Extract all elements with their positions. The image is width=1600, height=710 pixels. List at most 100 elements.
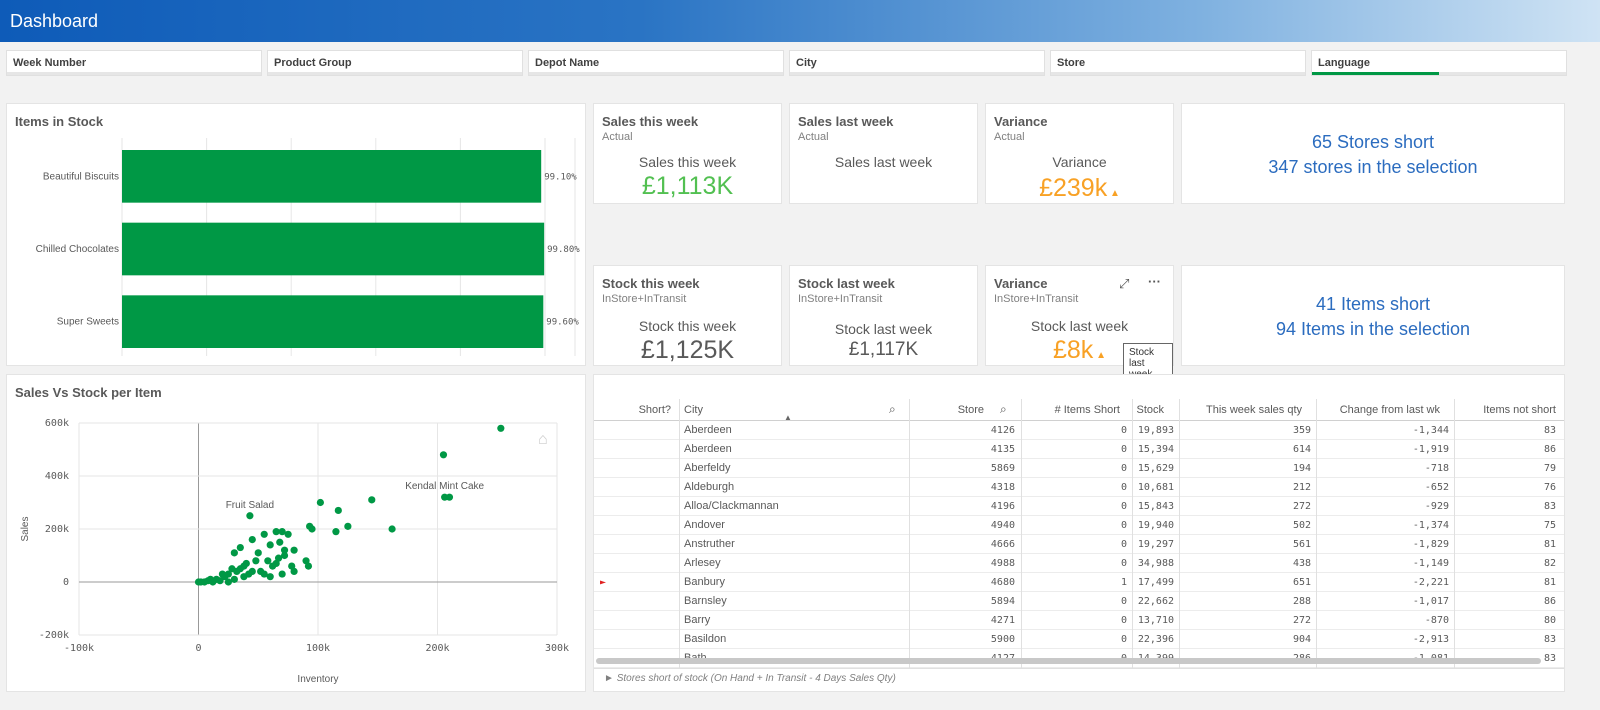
items-in-stock-chart[interactable]: Beautiful Biscuits 99.10% Chilled Chocolat… (7, 104, 585, 365)
col-items-short[interactable]: # Items Short (1054, 404, 1120, 416)
scatter-point[interactable] (284, 530, 292, 538)
scatter-point[interactable] (280, 551, 289, 560)
filter-depot-name[interactable]: Depot Name (528, 50, 784, 76)
filter-product-group[interactable]: Product Group (267, 50, 523, 76)
table-row[interactable]: Anstruther 4666 0 19,297 561 -1,829 81 (594, 535, 1564, 554)
table-row[interactable]: Andover 4940 0 19,940 502 -1,374 75 (594, 516, 1564, 535)
col-short[interactable]: Short? (638, 404, 671, 416)
table-row[interactable]: Alloa/Clackmannan 4196 0 15,843 272 -929 83 (594, 497, 1564, 516)
scatter-point[interactable] (278, 570, 286, 578)
scatter-point[interactable] (248, 536, 256, 544)
table-row[interactable]: Basildon 5900 0 22,396 904 -2,913 83 (594, 630, 1564, 649)
scatter-point[interactable] (316, 498, 324, 507)
col-city[interactable]: City (684, 404, 703, 416)
scatter-point[interactable] (276, 538, 284, 546)
scatter-point[interactable] (236, 543, 244, 552)
kpi-value: £239k ▲ (986, 174, 1173, 203)
scatter-point[interactable] (228, 565, 236, 573)
table-row[interactable]: ► Banbury 4680 1 17,499 651 -2,221 81 (594, 573, 1564, 592)
scatter-point[interactable] (260, 570, 268, 578)
search-icon[interactable]: ⌕ (889, 402, 896, 416)
scatter-point[interactable] (260, 530, 268, 538)
kpi-sales-last-week[interactable]: Sales last week Actual Sales last week (789, 103, 978, 204)
scatter-point[interactable] (254, 549, 262, 557)
bar[interactable] (122, 150, 542, 203)
cell-store: 4680 (990, 577, 1015, 588)
expand-icon[interactable]: ⤢ (1119, 276, 1130, 291)
scatter-point[interactable] (230, 575, 238, 583)
stores-short-panel[interactable]: 65 Stores short 347 stores in the select… (1181, 103, 1565, 204)
scatter-point[interactable] (304, 562, 313, 570)
scatter-point[interactable] (439, 451, 448, 459)
kpi-value-text: £8k (1053, 336, 1094, 364)
filter-store[interactable]: Store (1050, 50, 1306, 76)
kpi-variance-stock[interactable]: Variance InStore+InTransit ⤢ ··· Stock l… (985, 265, 1174, 384)
table-row[interactable]: Aldeburgh 4318 0 10,681 212 -652 76 (594, 478, 1564, 497)
scatter-point[interactable] (268, 562, 277, 570)
stores-table-panel[interactable]: Short? City ▲ ⌕ Store ⌕ # Items Short St… (593, 374, 1565, 692)
cell-sales-qty: 288 (1292, 596, 1311, 607)
cell-sales-qty: 614 (1292, 444, 1311, 455)
col-items-not-short[interactable]: Items not short (1483, 404, 1556, 416)
col-store[interactable]: Store (957, 404, 984, 416)
scatter-point[interactable] (246, 512, 254, 520)
table-row[interactable]: Aberfeldy 5869 0 15,629 194 -718 79 (594, 459, 1564, 478)
scatter-point[interactable] (224, 578, 232, 586)
scatter-point[interactable] (278, 528, 286, 536)
scatter-point[interactable] (497, 424, 505, 432)
scatter-point[interactable] (290, 567, 298, 575)
table-row[interactable]: Barry 4271 0 13,710 272 -870 80 (594, 611, 1564, 630)
home-icon[interactable]: ⌂ (538, 431, 548, 448)
table-footer[interactable]: ► Stores short of stock (On Hand + In Tr… (604, 673, 896, 684)
scatter-point[interactable] (280, 546, 289, 554)
more-options-icon[interactable]: ··· (1148, 274, 1161, 289)
filter-language[interactable]: Language (1311, 50, 1567, 76)
cell-city: Anstruther (684, 538, 735, 550)
col-stock[interactable]: Stock (1136, 404, 1164, 416)
bar[interactable] (122, 295, 544, 348)
items-short-panel[interactable]: 41 Items short 94 Items in the selection (1181, 265, 1565, 366)
sales-vs-stock-panel[interactable]: Sales Vs Stock per Item ⌂ -100k 0 100k 200k… (6, 374, 586, 692)
scatter-point[interactable] (274, 554, 283, 562)
col-change[interactable]: Change from last wk (1339, 404, 1440, 416)
scatter-point[interactable] (334, 506, 342, 515)
col-sales-qty[interactable]: This week sales qty (1206, 404, 1302, 416)
scatter-point[interactable] (344, 522, 352, 530)
sales-vs-stock-chart[interactable]: -100k 0 100k 200k 300k 600k 400k 200k 0 -200k Inve… (7, 375, 585, 691)
table-row[interactable]: Barnsley 5894 0 22,662 288 -1,017 86 (594, 592, 1564, 611)
cell-items-short: 1 (1120, 577, 1127, 588)
data-label: 99.80% (547, 245, 580, 255)
scatter-point[interactable] (240, 573, 248, 581)
filter-city[interactable]: City (789, 50, 1045, 76)
scatter-point[interactable] (194, 578, 203, 586)
scatter-point[interactable] (230, 549, 238, 557)
table-row[interactable]: Arlesey 4988 0 34,988 438 -1,149 82 (594, 554, 1564, 573)
cell-store: 4940 (990, 520, 1015, 531)
scatter-point[interactable] (290, 546, 298, 554)
horizontal-scrollbar[interactable] (596, 658, 1541, 664)
kpi-stock-last-week[interactable]: Stock last week InStore+InTransit Stock … (789, 265, 978, 366)
scatter-point[interactable] (445, 493, 454, 501)
kpi-stock-this-week[interactable]: Stock this week InStore+InTransit Stock … (593, 265, 782, 366)
scatter-point[interactable] (264, 557, 272, 565)
scatter-point[interactable] (248, 567, 256, 575)
filter-week-number[interactable]: Week Number (6, 50, 262, 76)
scatter-point[interactable] (216, 577, 224, 585)
scatter-point[interactable] (272, 528, 280, 536)
scatter-point[interactable] (252, 557, 260, 565)
kpi-variance-sales[interactable]: Variance Actual Variance £239k ▲ (985, 103, 1174, 204)
scatter-point[interactable] (266, 541, 274, 549)
scatter-point[interactable] (306, 522, 314, 530)
scatter-point[interactable] (266, 573, 274, 581)
kpi-sales-this-week[interactable]: Sales this week Actual Sales this week £… (593, 103, 782, 204)
search-icon[interactable]: ⌕ (1000, 402, 1007, 416)
scatter-point[interactable] (218, 570, 226, 578)
scatter-point[interactable] (368, 496, 376, 504)
bar[interactable] (122, 222, 545, 276)
table-row[interactable]: Aberdeen 4135 0 15,394 614 -1,919 86 (594, 440, 1564, 459)
table-row[interactable]: Aberdeen 4126 0 19,893 359 -1,344 83 (594, 421, 1564, 440)
scatter-point[interactable] (332, 528, 340, 536)
items-in-stock-panel[interactable]: Items in Stock Beautiful Biscuits 99.10% C… (6, 103, 586, 366)
scatter-point[interactable] (388, 525, 396, 533)
cell-city: Arlesey (684, 557, 721, 569)
